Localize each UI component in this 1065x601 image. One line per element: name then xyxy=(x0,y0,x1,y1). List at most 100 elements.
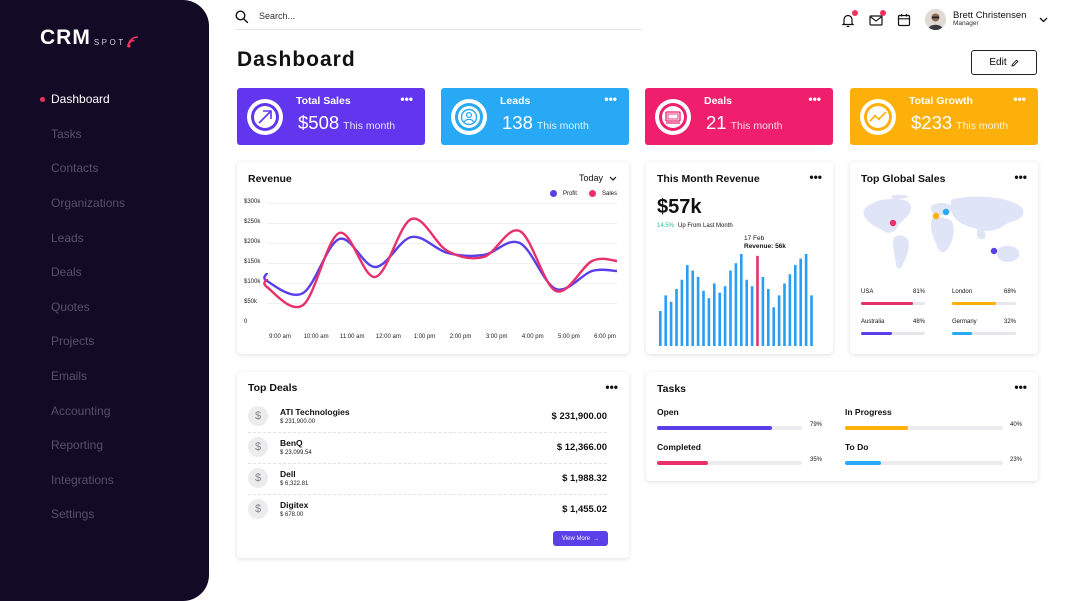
money-icon xyxy=(655,99,691,135)
range-dropdown[interactable]: Today xyxy=(579,173,617,183)
logo[interactable]: CRM SPOT xyxy=(40,26,139,50)
sidebar-item-organizations[interactable]: Organizations xyxy=(0,186,209,221)
stat-subtitle: This month xyxy=(536,120,589,132)
x-tick-label: 6:00 pm xyxy=(594,334,616,340)
deal-row[interactable]: $ Dell $ 6,322.81 $ 1,988.32 xyxy=(248,464,607,495)
sidebar-item-quotes[interactable]: Quotes xyxy=(0,290,209,325)
region-pct: 81% xyxy=(912,289,925,295)
sidebar-item-label: Reporting xyxy=(51,438,104,453)
stat-subtitle: This month xyxy=(343,120,396,132)
more-options-icon[interactable]: ••• xyxy=(400,92,413,106)
task-todo: To Do 23% xyxy=(845,442,1022,465)
legend-dot-icon xyxy=(549,190,557,197)
task-label: Completed xyxy=(657,442,701,452)
logo-subtext: SPOT xyxy=(93,38,126,47)
deal-name: Digitex xyxy=(280,500,309,510)
task-progress-fill xyxy=(657,461,708,465)
stat-value-row: $233 This month xyxy=(911,112,1008,134)
sidebar-item-label: Quotes xyxy=(51,299,90,314)
sidebar-item-deals[interactable]: Deals xyxy=(0,255,209,290)
sidebar-item-leads[interactable]: Leads xyxy=(0,220,209,255)
edit-button[interactable]: Edit xyxy=(971,50,1037,75)
stat-card-total-sales[interactable]: Total Sales $508 This month ••• xyxy=(237,88,425,145)
sidebar-item-integrations[interactable]: Integrations xyxy=(0,463,209,498)
task-label: In Progress xyxy=(845,407,892,417)
month-revenue-bar-chart xyxy=(659,254,813,346)
page-title: Dashboard xyxy=(237,48,356,71)
region-progress-fill xyxy=(861,332,892,335)
calendar-icon[interactable] xyxy=(897,13,911,27)
sidebar-item-label: Deals xyxy=(51,265,82,280)
revenue-bar xyxy=(777,295,781,346)
task-progress-fill xyxy=(657,426,772,430)
deal-row[interactable]: $ ATI Technologies $ 231,900.00 $ 231,90… xyxy=(248,402,607,433)
sidebar-item-label: Projects xyxy=(51,334,95,349)
search-input[interactable] xyxy=(259,11,619,21)
search-icon[interactable] xyxy=(235,10,249,24)
mail-icon[interactable] xyxy=(869,10,886,27)
revenue-bar xyxy=(713,283,716,346)
tooltip-date: 17 Feb xyxy=(744,235,765,242)
view-more-button[interactable]: View More → xyxy=(553,531,608,546)
sidebar-item-label: Accounting xyxy=(51,403,111,418)
y-tick-label: $250k xyxy=(244,219,261,225)
stat-value: 21 xyxy=(706,112,727,133)
dollar-icon: $ xyxy=(248,468,268,488)
sidebar-item-reporting[interactable]: Reporting xyxy=(0,428,209,463)
notification-bell-icon[interactable] xyxy=(841,10,858,28)
arrow-right-icon: → xyxy=(593,535,600,542)
notification-badge xyxy=(852,10,858,16)
revenue-bar xyxy=(680,279,684,346)
revenue-bar xyxy=(810,295,813,346)
more-options-icon[interactable]: ••• xyxy=(605,380,618,394)
revenue-bar xyxy=(729,270,732,346)
growth-chart-icon xyxy=(860,99,896,135)
stat-card-deals[interactable]: Deals 21 This month ••• xyxy=(645,88,833,145)
sidebar-item-dashboard[interactable]: Dashboard xyxy=(0,82,209,117)
sidebar-item-accounting[interactable]: Accounting xyxy=(0,393,209,428)
legend-item-profit: Profit xyxy=(549,190,577,197)
mail-badge xyxy=(880,10,886,16)
sidebar-item-settings[interactable]: Settings xyxy=(0,497,209,532)
sidebar-item-label: Organizations xyxy=(51,196,126,211)
deal-amount: $ 231,900.00 xyxy=(551,411,607,422)
revenue-bar xyxy=(794,265,797,346)
more-options-icon[interactable]: ••• xyxy=(604,92,617,106)
revenue-bar xyxy=(702,290,705,346)
sidebar-item-label: Contacts xyxy=(51,161,99,176)
deal-amount: $ 1,455.02 xyxy=(562,504,607,515)
user-menu[interactable]: Brett Christensen Manager xyxy=(925,9,1048,30)
deal-subvalue: $ 6,322.81 xyxy=(280,481,309,487)
more-options-icon[interactable]: ••• xyxy=(1013,92,1026,106)
revenue-bar xyxy=(750,286,754,346)
revenue-bar xyxy=(788,274,792,346)
sidebar-item-label: Dashboard xyxy=(51,92,110,107)
chart-tooltip: 17 Feb Revenue: 56k xyxy=(744,235,786,252)
task-label: To Do xyxy=(845,442,869,452)
region-usa: USA 81% xyxy=(861,289,925,305)
sidebar-nav: Dashboard Tasks Contacts Organizations L… xyxy=(0,82,209,532)
stat-value-row: 21 This month xyxy=(706,112,783,134)
region-progress-bar xyxy=(861,332,925,335)
revenue-bar xyxy=(669,301,673,346)
wifi-icon xyxy=(126,36,138,48)
task-in-progress: In Progress 40% xyxy=(845,407,1022,430)
sidebar-item-emails[interactable]: Emails xyxy=(0,359,209,394)
more-options-icon[interactable]: ••• xyxy=(1014,380,1027,394)
more-options-icon[interactable]: ••• xyxy=(809,170,822,184)
stat-card-total-growth[interactable]: Total Growth $233 This month ••• xyxy=(850,88,1038,145)
revenue-bar xyxy=(740,254,743,346)
deal-row[interactable]: $ BenQ $ 23,099.54 $ 12,366.00 xyxy=(248,433,607,464)
deal-row[interactable]: $ Digitex $ 678.00 $ 1,455.02 xyxy=(248,495,607,526)
sidebar-item-contacts[interactable]: Contacts xyxy=(0,151,209,186)
stat-card-leads[interactable]: Leads 138 This month ••• xyxy=(441,88,629,145)
deal-subvalue: $ 231,900.00 xyxy=(280,419,316,425)
x-tick-label: 12:00 am xyxy=(375,334,401,340)
sidebar-item-tasks[interactable]: Tasks xyxy=(0,117,209,152)
more-options-icon[interactable]: ••• xyxy=(1014,170,1027,184)
dollar-icon: $ xyxy=(248,437,268,457)
more-options-icon[interactable]: ••• xyxy=(808,92,821,106)
sidebar-item-projects[interactable]: Projects xyxy=(0,324,209,359)
sidebar-item-label: Leads xyxy=(51,230,84,245)
top-deals-card: Top Deals ••• $ ATI Technologies $ 231,9… xyxy=(237,372,629,558)
